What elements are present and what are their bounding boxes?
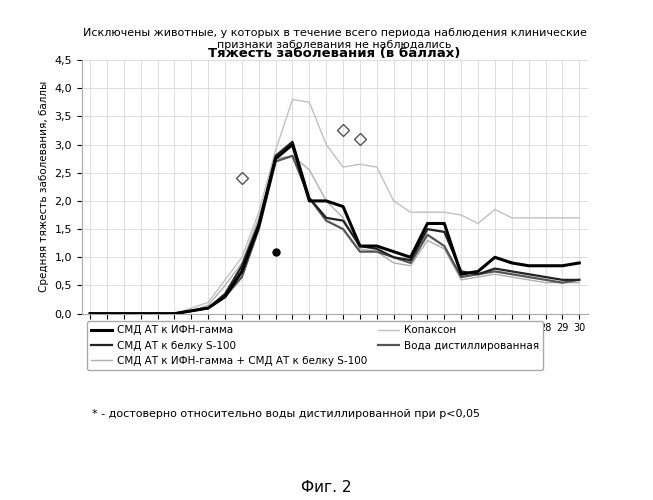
Y-axis label: Средняя тяжесть заболевания, баллы: Средняя тяжесть заболевания, баллы	[39, 81, 49, 292]
X-axis label: Дни наблюдения: Дни наблюдения	[273, 338, 396, 350]
Text: Фиг. 2: Фиг. 2	[301, 480, 352, 495]
Title: Тяжесть заболевания (в баллах): Тяжесть заболевания (в баллах)	[208, 47, 461, 60]
Text: * - достоверно относительно воды дистиллированной при р<0,05: * - достоверно относительно воды дистилл…	[91, 410, 480, 420]
Text: Исключены животные, у которых в течение всего периода наблюдения клинические
при: Исключены животные, у которых в течение …	[83, 28, 586, 50]
Legend: СМД АТ к ИФН-гамма, СМД АТ к белку S-100, СМД АТ к ИФН-гамма + СМД АТ к белку S-: СМД АТ к ИФН-гамма, СМД АТ к белку S-100…	[87, 321, 543, 370]
